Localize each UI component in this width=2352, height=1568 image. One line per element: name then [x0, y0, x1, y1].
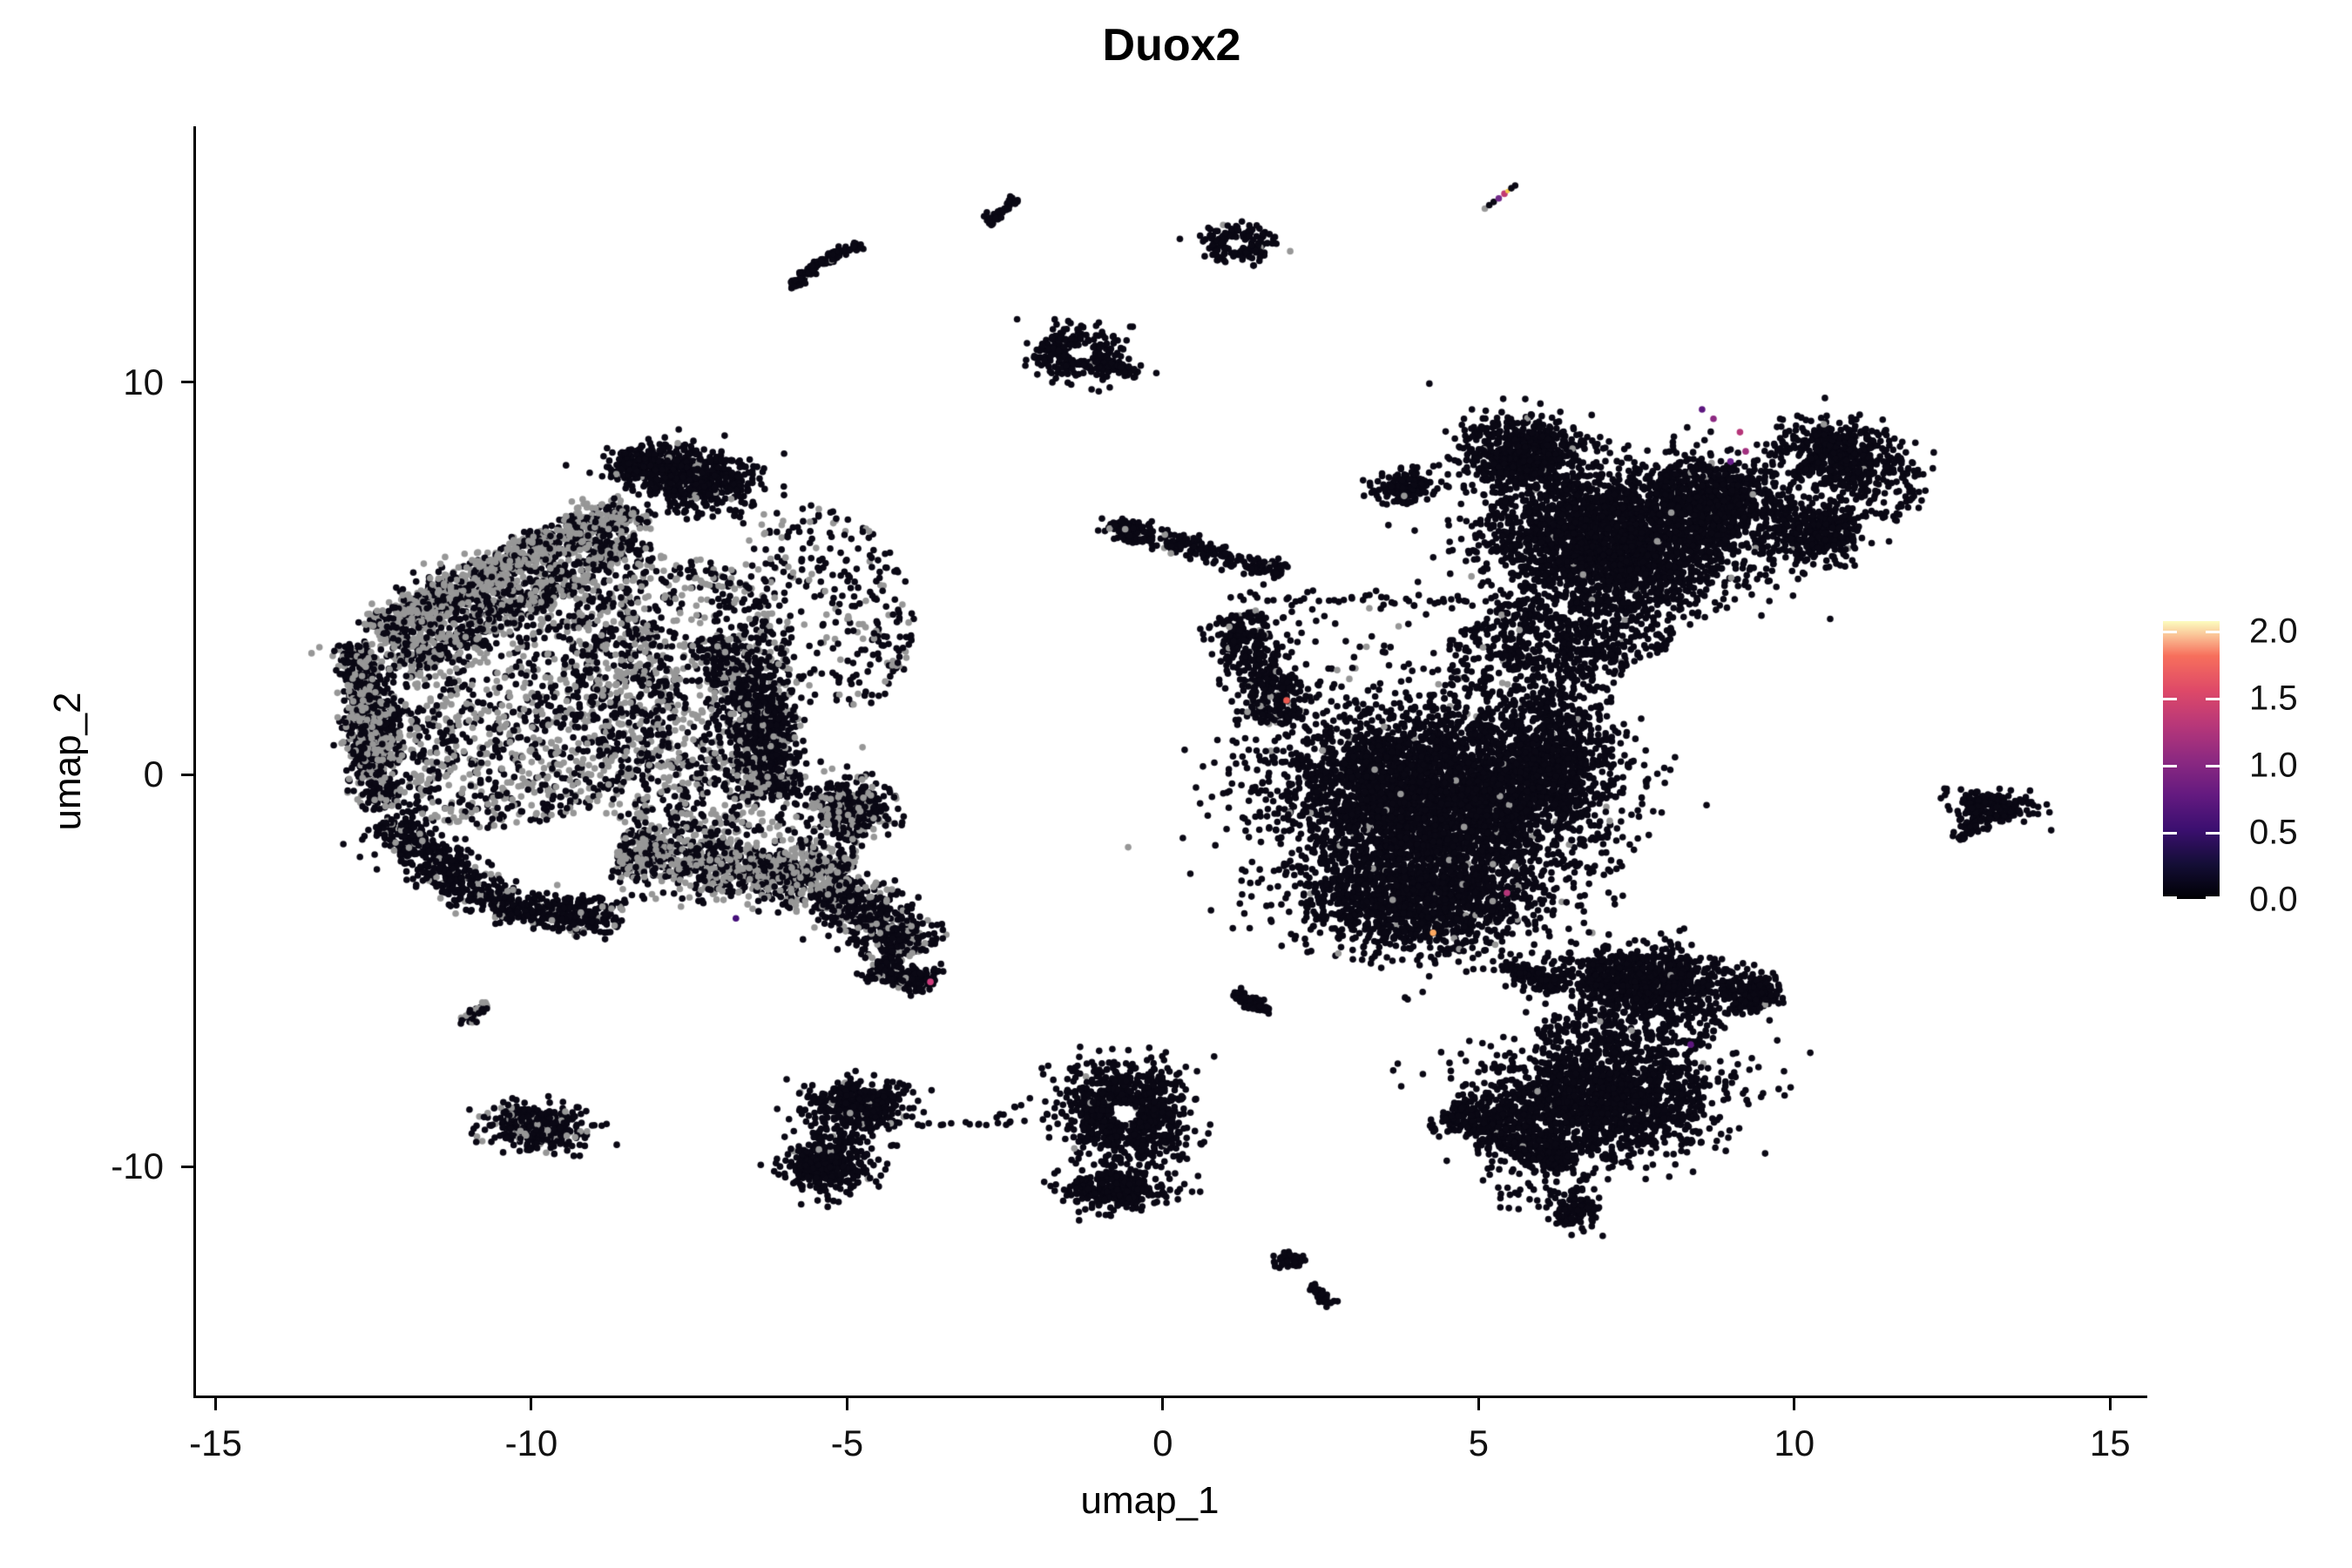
legend-tick-mark [2163, 896, 2177, 899]
legend-tick-mark [2163, 697, 2177, 700]
y-tick-label: -10 [111, 1146, 164, 1187]
legend-value-label: 0.0 [2249, 880, 2298, 919]
x-axis-title: umap_1 [1080, 1479, 1220, 1522]
y-axis-line [193, 126, 196, 1396]
legend-value-label: 1.0 [2249, 746, 2298, 785]
legend-tick-mark [2163, 630, 2177, 633]
y-tick-mark [181, 1165, 193, 1168]
x-tick-mark [845, 1398, 848, 1410]
x-tick-mark [530, 1398, 533, 1410]
y-axis-title: umap_2 [46, 691, 89, 831]
legend-value-label: 0.5 [2249, 813, 2298, 852]
legend-colorbar [2163, 621, 2220, 899]
legend-tick-mark [2163, 831, 2177, 835]
x-tick-mark [1477, 1398, 1480, 1410]
x-tick-label: 0 [1152, 1423, 1173, 1463]
legend-tick-mark [2206, 697, 2220, 700]
x-tick-mark [213, 1398, 217, 1410]
legend-tick-mark [2206, 630, 2220, 633]
x-tick-label: 15 [2089, 1423, 2131, 1463]
legend-tick-mark [2206, 764, 2220, 767]
y-tick-label: 10 [123, 361, 164, 402]
y-tick-mark [181, 381, 193, 384]
y-tick-label: 0 [143, 754, 164, 795]
x-tick-label: -15 [189, 1423, 242, 1463]
x-tick-label: -10 [504, 1423, 558, 1463]
x-tick-label: 10 [1774, 1423, 1815, 1463]
y-tick-mark [181, 773, 193, 776]
legend-tick-mark [2206, 831, 2220, 835]
legend-tick-mark [2206, 896, 2220, 899]
x-tick-label: 5 [1468, 1423, 1489, 1463]
x-tick-mark [1161, 1398, 1165, 1410]
legend-tick-mark [2163, 764, 2177, 767]
x-axis-line [193, 1396, 2147, 1398]
legend-value-label: 2.0 [2249, 612, 2298, 651]
x-tick-mark [2108, 1398, 2112, 1410]
plot-title: Duox2 [1102, 20, 1241, 71]
x-tick-mark [1793, 1398, 1796, 1410]
legend-value-label: 1.5 [2249, 679, 2298, 718]
x-tick-label: -5 [830, 1423, 864, 1463]
